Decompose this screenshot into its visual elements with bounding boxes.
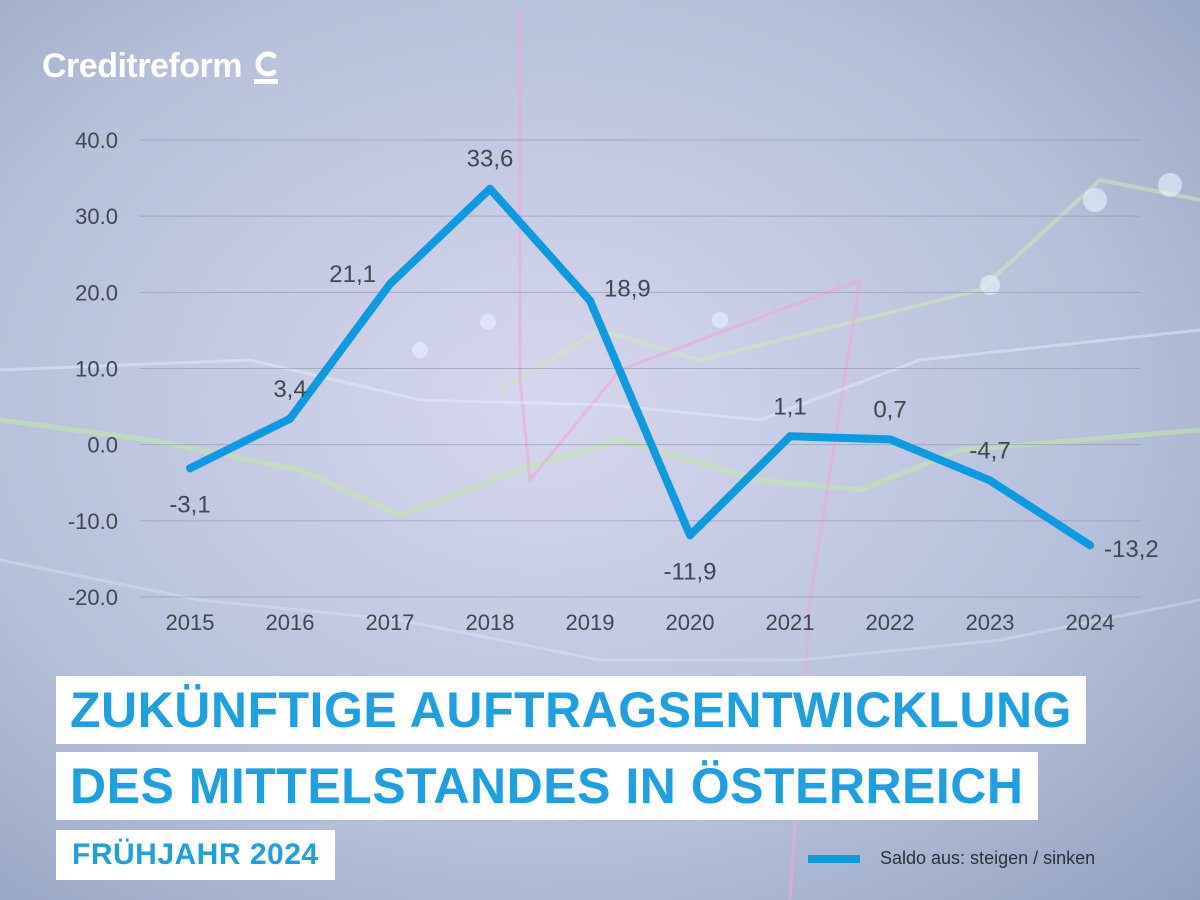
legend-swatch bbox=[808, 854, 860, 863]
brand-name: Creditreform bbox=[42, 46, 242, 85]
y-tick-label: 30.0 bbox=[75, 204, 118, 229]
x-tick-label: 2016 bbox=[266, 610, 315, 635]
x-tick-label: 2019 bbox=[566, 610, 615, 635]
x-tick-label: 2018 bbox=[466, 610, 515, 635]
data-label: -4,7 bbox=[969, 437, 1010, 464]
chart-title-line-2: DES MITTELSTANDES IN ÖSTERREICH bbox=[56, 752, 1038, 820]
x-tick-label: 2022 bbox=[866, 610, 915, 635]
data-point bbox=[186, 464, 194, 473]
y-tick-label: 20.0 bbox=[75, 280, 118, 305]
x-tick-label: 2021 bbox=[766, 610, 815, 635]
chart-title-line-1: ZUKÜNFTIGE AUFTRAGSENTWICKLUNG bbox=[56, 676, 1086, 744]
x-tick-label: 2023 bbox=[966, 610, 1015, 635]
data-point bbox=[986, 476, 994, 485]
series-line-saldo bbox=[186, 184, 1094, 550]
y-tick-label: -20.0 bbox=[68, 585, 118, 610]
data-label: 1,1 bbox=[773, 393, 806, 420]
x-tick-label: 2015 bbox=[166, 610, 215, 635]
data-point bbox=[286, 414, 294, 423]
chart-legend: Saldo aus: steigen / sinken bbox=[808, 848, 1095, 869]
legend-label: Saldo aus: steigen / sinken bbox=[880, 848, 1096, 868]
x-tick-label: 2024 bbox=[1066, 610, 1115, 635]
data-label: 3,4 bbox=[273, 376, 306, 403]
data-label: 21,1 bbox=[329, 261, 376, 288]
y-tick-label: 0.0 bbox=[87, 433, 118, 458]
data-label: -11,9 bbox=[664, 558, 717, 585]
data-label: -13,2 bbox=[1104, 536, 1159, 563]
data-label: 33,6 bbox=[467, 146, 514, 173]
data-point bbox=[486, 184, 494, 193]
y-tick-label: 40.0 bbox=[75, 128, 118, 153]
data-point bbox=[886, 435, 894, 444]
creditreform-logo-icon bbox=[253, 51, 278, 84]
brand-logo: Creditreform bbox=[42, 46, 282, 86]
data-point bbox=[1086, 541, 1094, 550]
data-label: -3,1 bbox=[169, 491, 210, 518]
data-label: 0,7 bbox=[873, 396, 906, 423]
x-tick-label: 2017 bbox=[366, 610, 415, 635]
x-tick-label: 2020 bbox=[666, 610, 715, 635]
data-point bbox=[386, 279, 394, 288]
data-label: 18,9 bbox=[604, 276, 651, 303]
y-tick-label: -10.0 bbox=[68, 509, 118, 534]
data-point bbox=[786, 432, 794, 441]
y-tick-label: 10.0 bbox=[75, 357, 118, 382]
data-point bbox=[686, 531, 694, 540]
data-point bbox=[586, 296, 594, 305]
chart-subtitle: FRÜHJAHR 2024 bbox=[56, 830, 335, 880]
